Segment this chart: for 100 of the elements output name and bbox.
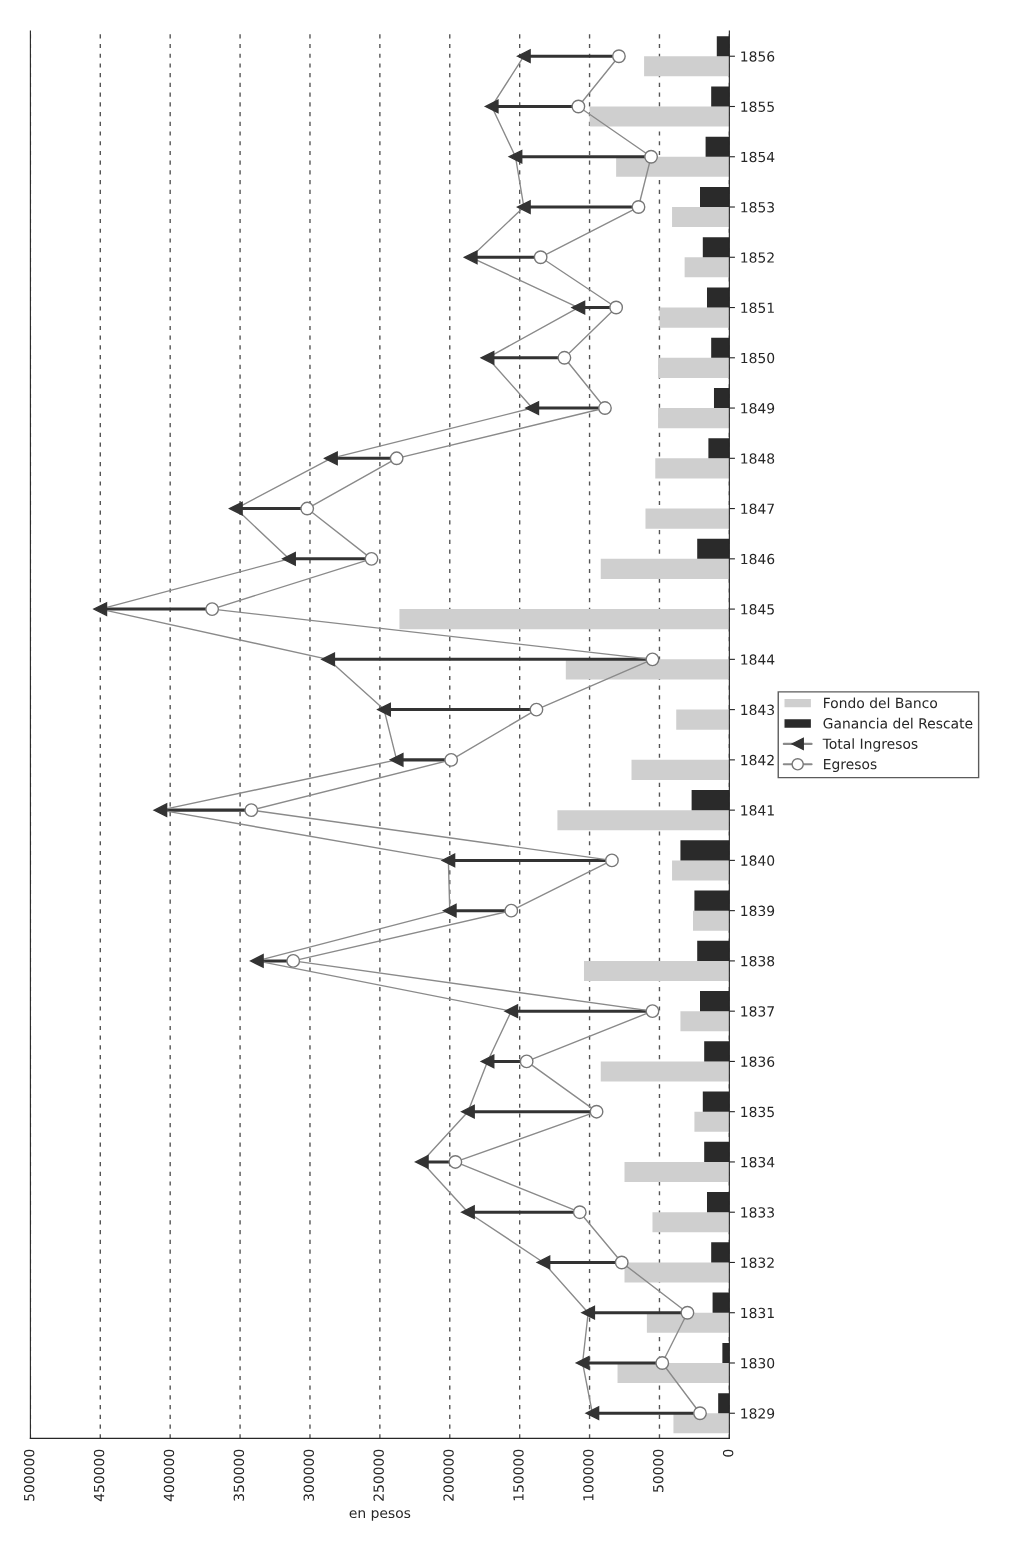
- legend-label: Total Ingresos: [822, 738, 918, 752]
- point: [571, 300, 586, 315]
- point: [519, 1054, 534, 1069]
- y-tick-label: 1848: [741, 453, 775, 464]
- point: [611, 49, 626, 64]
- y-tick-label: 1838: [741, 955, 775, 967]
- y-tick-label: 1853: [741, 201, 775, 213]
- point: [516, 200, 531, 214]
- bar: [644, 56, 730, 77]
- y-tick-label: 1855: [741, 101, 774, 112]
- y-tick-label: 1849: [741, 403, 775, 414]
- y-tick-label: 1832: [741, 1257, 774, 1268]
- point: [536, 1255, 551, 1270]
- x-axis-title: en pesos: [349, 1510, 411, 1521]
- point: [244, 803, 259, 818]
- bar: [655, 458, 730, 479]
- point: [442, 903, 457, 918]
- point: [614, 1255, 629, 1270]
- point: [441, 853, 456, 868]
- bar: [645, 508, 730, 529]
- point: [631, 200, 646, 214]
- y-tick-label: 1845: [741, 604, 774, 615]
- point: [645, 652, 660, 667]
- bar: [672, 207, 730, 228]
- y-tick-label: 1834: [741, 1156, 775, 1168]
- bar: [557, 810, 730, 831]
- point: [282, 551, 296, 566]
- y-tick-label: 1856: [741, 51, 775, 62]
- bar: [631, 759, 730, 780]
- point: [581, 1305, 596, 1320]
- point: [364, 551, 379, 566]
- bar: [659, 307, 730, 328]
- bar: [672, 860, 730, 881]
- y-tick-label: 1846: [741, 553, 775, 565]
- bar: [646, 1312, 730, 1333]
- x-tick-label: 0: [722, 1449, 734, 1457]
- point: [516, 49, 531, 64]
- point: [324, 451, 338, 466]
- point: [249, 953, 264, 968]
- point: [480, 350, 495, 365]
- point: [572, 1205, 587, 1220]
- point: [300, 501, 315, 516]
- point: [604, 853, 619, 868]
- y-tick-label: 1851: [741, 302, 774, 313]
- y-tick-label: 1843: [741, 704, 775, 716]
- x-tick-label: 450000: [93, 1449, 105, 1502]
- y-tick-label: 1854: [741, 151, 775, 163]
- point: [461, 1205, 475, 1220]
- point: [480, 1054, 495, 1069]
- bar: [600, 558, 730, 579]
- legend-label: Fondo del Banco: [824, 697, 938, 709]
- bar: [617, 1362, 730, 1384]
- y-tick-label: 1852: [741, 252, 774, 263]
- bar: [680, 1011, 730, 1032]
- point: [484, 99, 499, 114]
- y-tick-label: 1841: [741, 805, 774, 816]
- y-tick-label: 1850: [741, 352, 775, 364]
- x-tick-label: 200000: [443, 1449, 454, 1501]
- y-tick-label: 1831: [741, 1307, 774, 1319]
- bar: [616, 156, 730, 177]
- y-tick-label: 1839: [741, 905, 775, 917]
- point: [414, 1155, 429, 1169]
- x-tick-label: 150000: [513, 1449, 524, 1501]
- point: [557, 350, 572, 365]
- point: [321, 652, 336, 667]
- y-tick-label: 1829: [741, 1408, 775, 1419]
- point: [153, 803, 168, 818]
- bar: [600, 1061, 730, 1082]
- point: [571, 99, 586, 114]
- x-tick-label: 50000: [652, 1449, 664, 1492]
- x-tick-label: 500000: [23, 1449, 35, 1501]
- point: [504, 903, 519, 918]
- point: [693, 1406, 707, 1421]
- bar: [399, 609, 730, 630]
- legend-label: Ganancia del Rescate: [823, 717, 973, 729]
- point: [655, 1356, 670, 1370]
- bar: [565, 659, 730, 680]
- point: [609, 300, 624, 315]
- point: [389, 752, 404, 767]
- point: [575, 1356, 590, 1370]
- x-tick-label: 300000: [303, 1449, 315, 1501]
- bar: [652, 1212, 730, 1233]
- x-tick-label: 250000: [373, 1449, 384, 1501]
- point: [389, 451, 404, 466]
- point: [461, 1104, 475, 1119]
- bar: [589, 106, 730, 127]
- point: [644, 149, 659, 164]
- y-tick-label: 1840: [741, 855, 775, 866]
- point: [286, 953, 301, 968]
- bar: [693, 910, 730, 931]
- y-tick-label: 1833: [741, 1207, 775, 1218]
- bar: [624, 1262, 730, 1283]
- bar: [658, 357, 730, 378]
- bar: [676, 709, 730, 730]
- point: [645, 1004, 660, 1019]
- x-tick-label: 400000: [163, 1449, 175, 1502]
- point: [93, 602, 108, 617]
- y-tick-label: 1835: [741, 1106, 774, 1118]
- point: [463, 250, 478, 265]
- point: [508, 149, 523, 164]
